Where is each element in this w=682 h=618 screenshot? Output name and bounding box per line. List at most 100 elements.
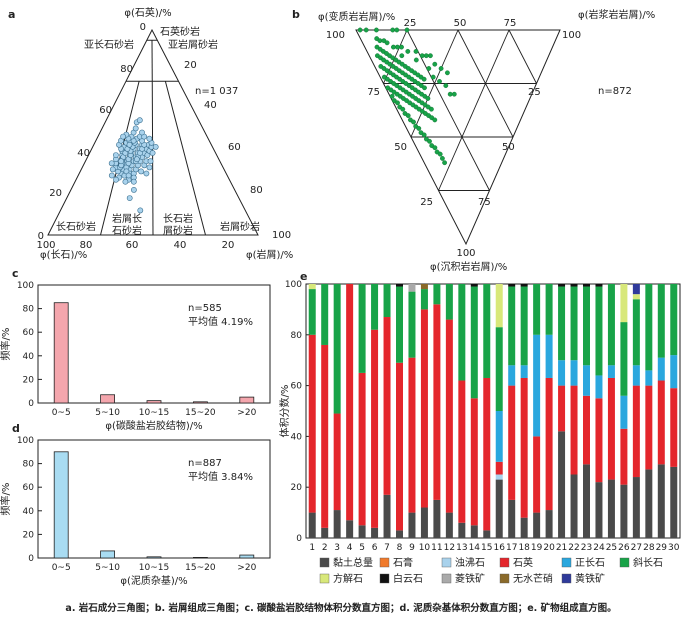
stacked-segment-plagioclase xyxy=(583,286,590,366)
stacked-segment-quartz xyxy=(620,428,628,485)
x-tick-label: 24 xyxy=(593,543,605,553)
stacked-segment-anhydrite xyxy=(420,284,428,290)
mean-value-d: 平均值 3.84% xyxy=(188,470,253,483)
stacked-segment-zeolite xyxy=(495,474,503,480)
stacked-segment-quartz xyxy=(371,329,379,528)
stacked-segment-quartz xyxy=(632,385,640,478)
y-tick-label: 100 xyxy=(17,436,34,446)
stacked-segment-orthoclase xyxy=(595,375,603,399)
stacked-segment-orthoclase xyxy=(645,370,653,386)
apex-label-sedimentary: φ(沉积岩岩屑)/% xyxy=(430,260,507,273)
histogram-bar xyxy=(239,554,255,559)
right-tick-a: 60 xyxy=(228,142,241,153)
stacked-segment-plagioclase xyxy=(570,286,578,361)
legend-swatch-quartz xyxy=(499,557,510,568)
left-tick-b: 75 xyxy=(367,87,380,98)
stacked-segment-quartz xyxy=(483,377,491,531)
top-tick-b: 100 xyxy=(562,30,581,41)
stacked-segment-calcite xyxy=(495,284,503,328)
stacked-segment-clay xyxy=(396,530,403,538)
stacked-segment-calcite xyxy=(308,284,316,290)
x-tick-label: 10 xyxy=(419,543,431,553)
field-label-sublitharenite: 亚岩屑砂岩 xyxy=(168,38,218,51)
stacked-segment-orthoclase xyxy=(583,365,590,396)
stacked-segment-clay xyxy=(371,527,379,538)
y-tick-label: 60 xyxy=(23,328,35,338)
x-tick-label: >20 xyxy=(237,408,256,418)
x-tick-label: 27 xyxy=(631,543,642,553)
stacked-segment-plagioclase xyxy=(520,286,528,366)
data-point-b xyxy=(437,79,442,84)
stacked-segment-orthoclase xyxy=(545,334,553,378)
x-tick-label: 0~5 xyxy=(52,408,71,418)
x-tick-label: 4 xyxy=(347,543,353,553)
data-point-b xyxy=(426,66,432,71)
sample-count-d: n=887 xyxy=(188,458,222,469)
histogram-bar xyxy=(146,400,162,404)
x-tick-label: 18 xyxy=(518,543,530,553)
x-tick-label: 0~5 xyxy=(52,563,71,573)
data-point-a xyxy=(149,150,156,156)
legend-swatch-calcite xyxy=(319,573,330,584)
x-tick-label: 21 xyxy=(556,543,567,553)
apex-label-lithic: φ(岩屑)/% xyxy=(246,248,293,261)
stacked-segment-quartz xyxy=(657,380,665,465)
data-point-b xyxy=(444,70,450,76)
apex-label-quartz: φ(石英)/% xyxy=(124,6,171,19)
stacked-segment-clay xyxy=(321,527,329,538)
stacked-segment-orthoclase xyxy=(607,365,615,378)
stacked-segment-quartz xyxy=(520,377,528,518)
stacked-segment-quartz xyxy=(333,413,341,511)
stacked-segment-dolomite xyxy=(520,284,528,287)
panel-label-b: b xyxy=(292,8,300,21)
legend-swatch-pyrite xyxy=(561,573,572,584)
left-tick-a: 20 xyxy=(49,188,62,199)
right-tick-b: 75 xyxy=(478,197,491,208)
y-axis-label: 频率/% xyxy=(0,328,12,361)
data-point-a xyxy=(137,207,144,214)
stacked-segment-plagioclase xyxy=(533,284,541,335)
y-tick-label: 0 xyxy=(296,534,302,544)
stacked-segment-plagioclase xyxy=(620,322,628,396)
stacked-segment-quartz xyxy=(308,334,316,513)
x-tick-label: 14 xyxy=(469,543,481,553)
legend-label-clay: 黏土总量 xyxy=(333,556,373,569)
stacked-segment-clay xyxy=(308,512,316,538)
stacked-segment-clay xyxy=(545,510,553,538)
y-axis-label: 频率/% xyxy=(0,483,12,516)
mean-value-c: 平均值 4.19% xyxy=(188,315,253,328)
stacked-segment-orthoclase xyxy=(508,365,516,386)
stacked-segment-plagioclase xyxy=(445,284,453,320)
y-tick-label: 80 xyxy=(23,460,35,470)
data-point-b xyxy=(425,96,431,101)
stacked-segment-plagioclase xyxy=(558,286,566,361)
legend-swatch-zeolite xyxy=(441,557,452,568)
data-point-b xyxy=(390,44,396,50)
stacked-segment-plagioclase xyxy=(508,286,516,366)
stacked-segment-calcite xyxy=(632,294,640,300)
x-tick-label: 10~15 xyxy=(139,563,169,573)
legend-label-orthoclase: 正长石 xyxy=(575,557,605,569)
stacked-segment-quartz xyxy=(545,377,553,511)
stacked-segment-clay xyxy=(583,464,590,538)
stacked-segment-clay xyxy=(570,474,578,538)
field-label-quartz-sandstone: 石英砂岩 xyxy=(160,25,200,38)
x-tick-label: 15~20 xyxy=(185,563,216,573)
stacked-segment-plagioclase xyxy=(483,284,491,378)
data-point-b xyxy=(384,40,390,46)
stacked-segment-orthoclase xyxy=(657,357,665,381)
stacked-segment-clay xyxy=(595,482,603,538)
stacked-segment-orthoclase xyxy=(632,365,640,386)
right-tick-a: 40 xyxy=(204,100,217,111)
right-tick-a: 80 xyxy=(250,185,263,196)
data-point-a xyxy=(122,178,129,185)
stacked-segment-quartz xyxy=(645,385,653,470)
stacked-segment-quartz xyxy=(670,388,678,467)
y-tick-label: 100 xyxy=(17,281,34,291)
x-tick-label: 25 xyxy=(606,543,617,553)
right-tick-a: 20 xyxy=(184,60,197,71)
stacked-segment-plagioclase xyxy=(408,291,416,358)
stacked-segment-clay xyxy=(408,512,416,538)
y-tick-label: 100 xyxy=(285,280,302,290)
stacked-segment-clay xyxy=(383,494,391,538)
